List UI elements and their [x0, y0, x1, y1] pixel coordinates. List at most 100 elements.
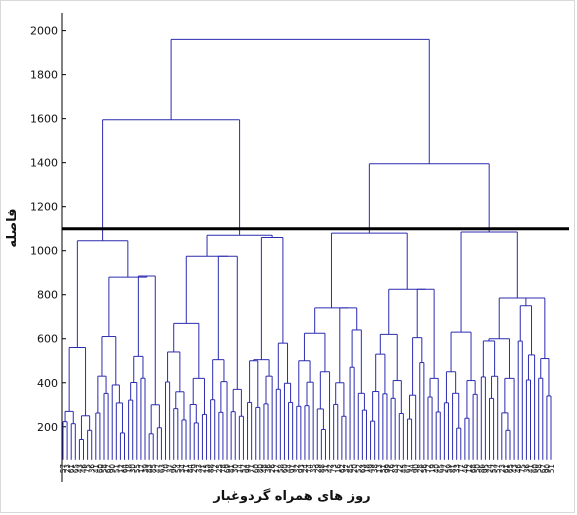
leaf-label: 43 — [75, 464, 84, 473]
leaf-label: 67 — [403, 464, 412, 473]
leaf-label: 17 — [272, 464, 281, 473]
y-tick-label: 600 — [37, 333, 58, 346]
leaf-label: 37 — [166, 464, 175, 473]
leaf-label: 41 — [526, 464, 535, 473]
leaf-label: 88 — [207, 464, 216, 474]
leaf-label: 23 — [498, 464, 507, 473]
leaf-label: 55 — [133, 464, 142, 473]
leaf-label: 49 — [367, 464, 376, 474]
leaf-label: 91 — [289, 464, 298, 473]
leaf-label: 67 — [539, 464, 548, 473]
leaf-label: 95 — [481, 464, 490, 473]
leaf-label: 37 — [342, 464, 351, 473]
leaf-label: 50 — [473, 464, 482, 474]
leaf-labels: 5723616543467536416058679051126418305517… — [59, 464, 556, 474]
leaf-label: 51 — [547, 464, 556, 473]
leaf-label: 88 — [317, 464, 326, 474]
leaf-label: 83 — [391, 464, 400, 473]
y-tick-label: 400 — [37, 377, 58, 390]
leaf-label: 61 — [67, 464, 76, 473]
leaf-label: 20 — [350, 464, 359, 474]
leaf-label: 81 — [227, 464, 236, 473]
leaf-label: 12 — [465, 464, 474, 473]
leaf-label: 58 — [276, 464, 285, 474]
y-tick-label: 800 — [37, 289, 58, 302]
leaf-label: 60 — [531, 464, 540, 474]
y-tick-label: 1200 — [30, 201, 58, 214]
leaf-label: 78 — [219, 464, 228, 474]
leaf-label: 47 — [153, 464, 162, 473]
leaf-label: 56 — [420, 464, 429, 474]
leaf-label: 90 — [543, 464, 552, 474]
leaf-label: 15 — [203, 464, 212, 473]
leaf-label: 61 — [502, 464, 511, 473]
leaf-label: 23 — [63, 464, 72, 473]
leaf-label: 84 — [186, 464, 195, 474]
leaf-label: 60 — [96, 464, 105, 474]
leaf-label: 69 — [223, 464, 232, 474]
leaf-label: 17 — [137, 464, 146, 473]
leaf-label: 34 — [408, 464, 417, 474]
leaf-label: 85 — [149, 464, 158, 473]
leaf-label: 58 — [100, 464, 109, 474]
leaf-label: 44 — [285, 464, 294, 474]
leaf-label: 57 — [59, 464, 68, 473]
leaf-label: 51 — [112, 464, 121, 473]
leaf-label: 68 — [469, 464, 478, 474]
leaf-label: 39 — [141, 464, 150, 474]
leaf-label: 16 — [334, 464, 343, 474]
leaf-label: 75 — [84, 464, 93, 473]
leaf-label: 96 — [170, 464, 179, 474]
leaf-label: 18 — [362, 464, 371, 474]
leaf-label: 46 — [514, 464, 523, 474]
leaf-label: 43 — [510, 464, 519, 473]
leaf-label: 33 — [453, 464, 462, 473]
leaf-label: 45 — [399, 464, 408, 473]
leaf-label: 60 — [280, 464, 289, 474]
leaf-label: 77 — [457, 464, 466, 473]
leaf-label: 65 — [71, 464, 80, 473]
leaf-label: 38 — [371, 464, 380, 474]
leaf-label: 30 — [129, 464, 138, 474]
leaf-label: 52 — [354, 464, 363, 473]
leaf-label: 41 — [92, 464, 101, 473]
leaf-label: 86 — [477, 464, 486, 474]
leaf-label: 34 — [178, 464, 187, 474]
leaf-label: 33 — [194, 464, 203, 473]
leaf-label: 26 — [268, 464, 277, 474]
leaf-label: 59 — [444, 464, 453, 474]
leaf-label: 46 — [461, 464, 470, 474]
leaf-label: 81 — [449, 464, 458, 473]
leaf-label: 14 — [235, 464, 244, 474]
leaf-label: 85 — [346, 464, 355, 473]
leaf-label: 70 — [162, 464, 171, 474]
y-tick-label: 200 — [37, 421, 58, 434]
leaf-label: 65 — [436, 464, 445, 473]
x-axis-title: روز های همراه گردوغبار — [212, 488, 370, 504]
leaf-label: 63 — [358, 464, 367, 473]
leaf-label: 72 — [424, 464, 433, 473]
dendrogram-tree — [62, 38, 552, 460]
leaf-label: 46 — [80, 464, 89, 474]
leaf-label: 58 — [535, 464, 544, 474]
leaf-label: 99 — [383, 464, 392, 474]
leaf-label: 60 — [252, 464, 261, 474]
leaf-label: 52 — [239, 464, 248, 473]
leaf-label: 32 — [293, 464, 302, 473]
leaf-label: 42 — [326, 464, 335, 473]
y-tick-label: 2000 — [30, 25, 58, 38]
leaf-label: 93 — [297, 464, 306, 473]
leaf-label: 18 — [125, 464, 134, 474]
leaf-label: 22 — [395, 464, 404, 473]
y-axis: 200 400 600 800 1000 1200 1400 1600 1800 2000 — [30, 13, 66, 482]
leaf-label: 71 — [248, 464, 257, 473]
leaf-label: 67 — [104, 464, 113, 473]
leaf-label: 75 — [518, 464, 527, 473]
leaf-label: 57 — [494, 464, 503, 473]
y-tick-label: 1400 — [30, 157, 58, 170]
y-axis-title: فاصله — [5, 208, 20, 247]
leaf-label: 31 — [321, 464, 330, 473]
leaf-label: 94 — [244, 464, 253, 474]
leaf-label: 36 — [88, 464, 97, 474]
